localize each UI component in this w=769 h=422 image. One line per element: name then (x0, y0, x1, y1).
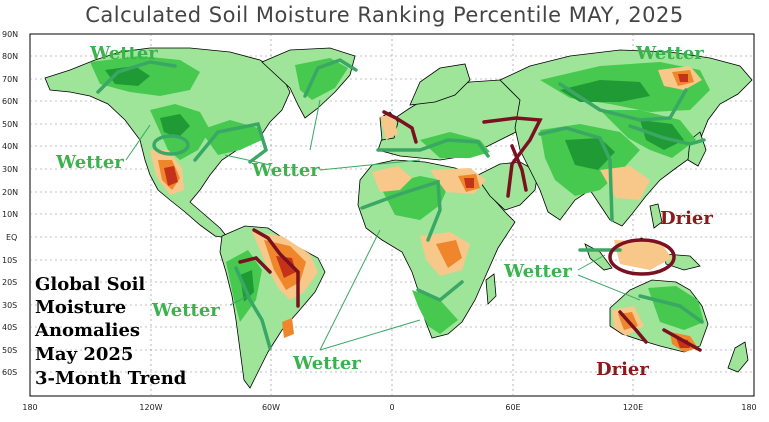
lat-label: 60S (2, 368, 17, 377)
lat-label: 60N (2, 97, 18, 106)
lon-label: 120W (139, 403, 162, 412)
wet-anomalies-strong (105, 66, 684, 302)
caption-line: Global Soil (35, 274, 145, 295)
madagascar (485, 273, 497, 305)
lon-label: 180 (22, 403, 37, 412)
annotation-drier: Drier (660, 208, 713, 229)
lon-label: 0 (389, 403, 394, 412)
wetter-outlines (96, 58, 706, 350)
lon-label: 180 (741, 403, 756, 412)
annotation-wetter: Wetter (292, 353, 361, 374)
lon-label: 60E (505, 403, 520, 412)
annotation-leaders (125, 99, 641, 351)
scandinavia (409, 63, 471, 106)
new-zealand (727, 341, 749, 373)
lat-label: 70N (2, 75, 18, 84)
caption-line: 3-Month Trend (35, 368, 187, 389)
annotation-wetter: Wetter (635, 43, 704, 64)
latitude-labels: 90N 80N 70N 60N 50N 40N 30N 20N 10N EQ 1… (2, 30, 18, 377)
lat-label: 90N (2, 30, 18, 39)
lon-label: 60W (262, 403, 280, 412)
lon-label: 120E (623, 403, 643, 412)
annotation-wetter: Wetter (503, 261, 572, 282)
lat-label: 80N (2, 52, 18, 61)
caption-line: Anomalies (34, 320, 140, 341)
dry-anomalies-strong (164, 74, 690, 348)
lat-label: 40N (2, 142, 18, 151)
drier-outlines (238, 110, 702, 352)
lat-label: 50N (2, 120, 18, 129)
lat-label: 50S (2, 346, 17, 355)
caption-line: Moisture (35, 297, 126, 318)
side-caption: Global Soil Moisture Anomalies May 2025 … (34, 274, 187, 389)
annotation-drier: Drier (596, 359, 649, 380)
longitude-labels: 180 120W 60W 0 60E 120E 180 (22, 403, 756, 412)
lat-label: 10S (2, 256, 17, 265)
map-title: Calculated Soil Moisture Ranking Percent… (85, 3, 684, 27)
lat-label: 30N (2, 165, 18, 174)
annotation-wetter: Wetter (55, 152, 124, 173)
caption-line: May 2025 (35, 344, 133, 365)
lat-label: 10N (2, 210, 18, 219)
annotation-wetter: Wetter (251, 160, 320, 181)
lat-label: 30S (2, 301, 17, 310)
annotation-wetter: Wetter (89, 43, 158, 64)
annotation-wetter: Wetter (151, 300, 220, 321)
lat-label: 20S (2, 278, 17, 287)
lat-label: EQ (6, 233, 17, 242)
lat-label: 40S (2, 323, 17, 332)
philippines (649, 203, 663, 229)
lat-label: 20N (2, 188, 18, 197)
